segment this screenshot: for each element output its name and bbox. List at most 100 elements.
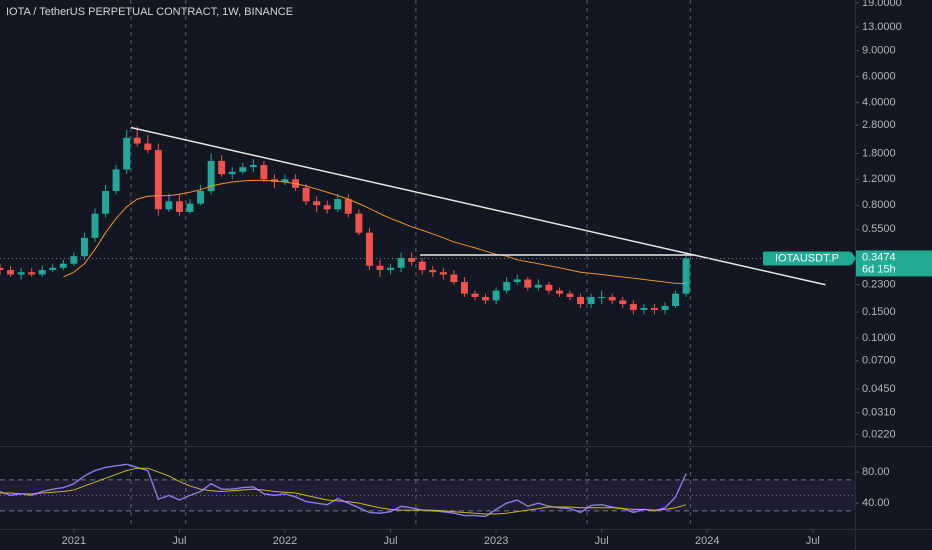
candle-body bbox=[365, 232, 373, 266]
candle-body bbox=[587, 296, 595, 305]
candle-body bbox=[418, 261, 426, 270]
candle-body bbox=[17, 272, 25, 275]
candle-body bbox=[534, 284, 542, 288]
candle-body bbox=[492, 290, 500, 301]
y-tick-label: 0.1000 bbox=[862, 332, 896, 344]
y-tick-label: 0.0450 bbox=[862, 383, 896, 395]
candle-body bbox=[112, 169, 120, 191]
candle-body bbox=[0, 267, 4, 270]
candle-body bbox=[387, 267, 395, 270]
candle-body bbox=[555, 290, 563, 294]
candle-body bbox=[49, 267, 57, 270]
candle-body bbox=[239, 167, 247, 172]
y-tick-label: 13.0000 bbox=[862, 21, 902, 33]
candle-body bbox=[503, 282, 511, 291]
x-tick-label: Jul bbox=[384, 535, 398, 547]
candle-body bbox=[439, 272, 447, 275]
y-tick-label: 0.0220 bbox=[862, 429, 896, 441]
candle-body bbox=[429, 269, 437, 273]
candle-body bbox=[334, 199, 342, 210]
candle-body bbox=[471, 293, 479, 297]
x-tick-label: Jul bbox=[172, 535, 186, 547]
candle-body bbox=[186, 203, 194, 212]
symbol-label-box bbox=[763, 251, 851, 266]
candle-body bbox=[460, 282, 468, 294]
candle-body bbox=[323, 205, 331, 210]
candle-body bbox=[102, 190, 110, 214]
candle-body bbox=[249, 165, 257, 168]
candle-body bbox=[608, 296, 616, 301]
candle-body bbox=[144, 143, 152, 150]
countdown-label: 6d 15h bbox=[862, 263, 896, 275]
x-tick-label: 2024 bbox=[695, 535, 719, 547]
candle-body bbox=[197, 190, 205, 204]
x-tick-label: 2022 bbox=[273, 535, 297, 547]
candle-body bbox=[123, 137, 131, 170]
trendline bbox=[130, 126, 826, 286]
candle-body bbox=[629, 304, 637, 310]
candle-body bbox=[450, 274, 458, 283]
y-tick-label: 2.8000 bbox=[862, 119, 896, 131]
candle-body bbox=[619, 300, 627, 305]
candle-body bbox=[566, 293, 574, 297]
candle-body bbox=[355, 213, 363, 233]
chart-title: IOTA / TetherUS PERPETUAL CONTRACT, 1W, … bbox=[6, 6, 293, 18]
y-tick-label: 0.0700 bbox=[862, 355, 896, 367]
candle-body bbox=[38, 269, 46, 275]
last-price-box bbox=[856, 250, 932, 277]
symbol-label: IOTAUSDT.P bbox=[775, 252, 839, 264]
candle-body bbox=[313, 201, 321, 206]
candle-body bbox=[80, 237, 88, 257]
candle-body bbox=[59, 263, 67, 268]
symbol-label-arrow bbox=[851, 251, 856, 266]
candle-body bbox=[650, 307, 658, 310]
candle-body bbox=[482, 296, 490, 301]
candle-body bbox=[661, 305, 669, 310]
candle-body bbox=[408, 257, 416, 262]
candle-body bbox=[598, 296, 606, 298]
candle-body bbox=[640, 307, 648, 310]
candle-body bbox=[577, 296, 585, 305]
candle-body bbox=[545, 284, 553, 291]
x-tick-label: 2023 bbox=[484, 535, 508, 547]
candle-body bbox=[175, 201, 183, 212]
y-tick-label: 80.00 bbox=[862, 466, 890, 478]
candle-body bbox=[28, 272, 36, 275]
candle-body bbox=[228, 171, 236, 175]
candle-body bbox=[133, 137, 141, 144]
y-tick-label: 0.2300 bbox=[862, 279, 896, 291]
y-tick-label: 19.0000 bbox=[862, 0, 902, 9]
candle-body bbox=[207, 160, 215, 191]
candle-body bbox=[672, 293, 680, 306]
candle-body bbox=[513, 279, 521, 283]
x-tick-label: Jul bbox=[595, 535, 609, 547]
y-tick-label: 40.00 bbox=[862, 497, 890, 509]
y-tick-label: 0.1500 bbox=[862, 306, 896, 318]
candle-body bbox=[218, 160, 226, 175]
y-tick-label: 0.0310 bbox=[862, 407, 896, 419]
rsi-average bbox=[0, 467, 687, 515]
x-tick-label: 2021 bbox=[62, 535, 86, 547]
candle-body bbox=[70, 256, 78, 264]
y-tick-label: 6.0000 bbox=[862, 70, 896, 82]
candle-body bbox=[154, 149, 162, 210]
candle-body bbox=[397, 257, 405, 268]
y-tick-label: 9.0000 bbox=[862, 45, 896, 57]
last-price-label: 0.3474 bbox=[862, 251, 896, 263]
y-tick-label: 1.8000 bbox=[862, 147, 896, 159]
candle-body bbox=[524, 279, 532, 288]
candle-body bbox=[302, 187, 310, 202]
candle-body bbox=[7, 269, 15, 275]
candle-body bbox=[281, 179, 289, 183]
y-tick-label: 0.5500 bbox=[862, 223, 896, 235]
y-tick-label: 4.0000 bbox=[862, 96, 896, 108]
x-tick-label: Jul bbox=[806, 535, 820, 547]
y-tick-label: 1.2000 bbox=[862, 173, 896, 185]
candle-body bbox=[165, 201, 173, 210]
candle-body bbox=[344, 199, 352, 214]
candle-body bbox=[91, 213, 99, 238]
y-tick-label: 0.8000 bbox=[862, 199, 896, 211]
